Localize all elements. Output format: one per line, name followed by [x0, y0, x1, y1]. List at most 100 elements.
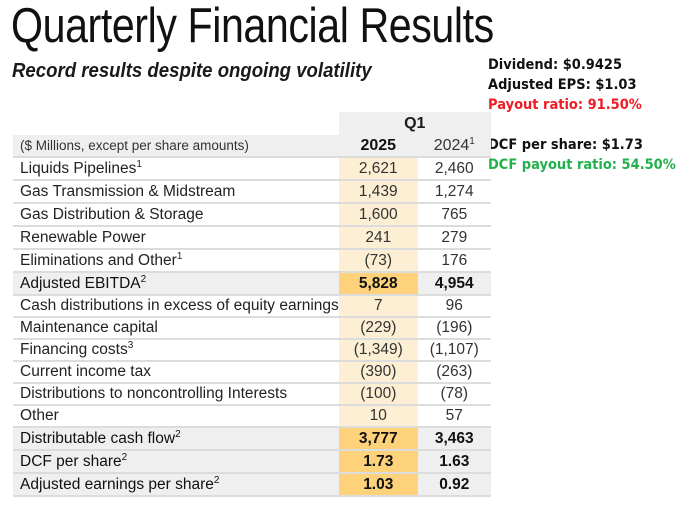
row-label-cell: Renewable Power [13, 226, 339, 250]
payout-ratio-note: Payout ratio: 91.50% [488, 97, 642, 113]
table-row: DCF per share2 1.73 1.63 [13, 450, 491, 474]
adjusted-eps-note: Adjusted EPS: $1.03 [488, 77, 637, 93]
row-label-cell: Gas Distribution & Storage [13, 203, 339, 227]
row-label: Gas Transmission & Midstream [20, 182, 236, 200]
row-label-cell: Distributable cash flow2 [13, 427, 339, 451]
value-2025: 5,828 [338, 272, 418, 296]
table-row: Distributions to noncontrolling Interest… [13, 383, 491, 406]
row-label: Maintenance capital [20, 319, 158, 336]
value-2024: 279 [417, 226, 491, 250]
period-header-spacer [13, 112, 339, 135]
dividend-note: Dividend: $0.9425 [488, 57, 623, 73]
value-2025: (229) [338, 317, 418, 340]
table-row: Other 10 57 [13, 405, 491, 428]
value-2025: 2,621 [338, 157, 418, 181]
page-title: Quarterly Financial Results [11, 0, 494, 53]
value-2025: 1,439 [338, 180, 418, 204]
value-2024: 3,463 [417, 427, 491, 451]
table-row: Liquids Pipelines1 2,621 2,460 [13, 157, 491, 181]
column-header-2025-label: 2025 [360, 136, 397, 154]
table-row: Renewable Power 241 279 [13, 226, 491, 250]
value-2025: (1,349) [338, 339, 418, 362]
row-label-cell: Gas Transmission & Midstream [13, 180, 339, 204]
page-subtitle: Record results despite ongoing volatilit… [12, 60, 372, 82]
value-2024: 2,460 [417, 157, 491, 181]
key-metrics-notes: Dividend: $0.9425 Adjusted EPS: $1.03 Pa… [488, 55, 687, 175]
value-2025: 3,777 [338, 427, 418, 451]
value-2024: (78) [417, 383, 491, 406]
footnote-marker: 2 [121, 451, 128, 463]
value-2024: 176 [417, 249, 491, 273]
value-2024: (196) [417, 317, 491, 340]
row-label: Other [20, 407, 59, 424]
value-2024: 1,274 [417, 180, 491, 204]
value-2025: 1,600 [338, 203, 418, 227]
value-2024: 0.92 [417, 473, 491, 497]
value-2025: (100) [338, 383, 418, 406]
row-label-cell: Liquids Pipelines1 [13, 157, 339, 181]
column-header-label: ($ Millions, except per share amounts) [13, 135, 339, 158]
footnote-marker: 1 [176, 250, 183, 262]
table-row: Gas Distribution & Storage 1,600 765 [13, 203, 491, 227]
row-label-cell: Maintenance capital [13, 317, 339, 340]
footnote-marker: 1 [469, 135, 475, 147]
row-label: Renewable Power [20, 228, 146, 246]
row-label-cell: Eliminations and Other1 [13, 249, 339, 273]
period-header-row: Q1 [13, 112, 491, 135]
footnote-marker: 1 [136, 158, 142, 170]
value-2024: 1.63 [417, 450, 491, 474]
row-label: Financing costs [20, 341, 128, 358]
row-label-cell: Cash distributions in excess of equity e… [13, 295, 339, 318]
table-row: Financing costs3 (1,349) (1,107) [13, 339, 491, 362]
row-label: Gas Distribution & Storage [20, 205, 204, 223]
dcf-payout-ratio-note: DCF payout ratio: 54.50% [488, 157, 676, 173]
column-header-2024: 20241 [417, 135, 491, 158]
period-header: Q1 [338, 112, 491, 135]
footnote-marker: 2 [140, 273, 147, 285]
value-2024: 4,954 [417, 272, 491, 296]
table-row: Adjusted EBITDA2 5,828 4,954 [13, 272, 491, 296]
row-label: Adjusted EBITDA [20, 274, 141, 292]
row-label-cell: Financing costs3 [13, 339, 339, 362]
column-header-2024-label: 2024 [433, 136, 470, 154]
notes-spacer [488, 115, 673, 135]
row-label-cell: DCF per share2 [13, 450, 339, 474]
column-header-2025: 2025 [338, 135, 418, 158]
row-label-cell: Adjusted earnings per share2 [13, 473, 339, 497]
value-2025: 1.73 [338, 450, 418, 474]
table-row: Maintenance capital (229) (196) [13, 317, 491, 340]
row-label-cell: Adjusted EBITDA2 [13, 272, 339, 296]
footnote-marker: 2 [175, 428, 181, 440]
row-label: Distributions to noncontrolling Interest… [20, 385, 288, 402]
value-2024: (263) [417, 361, 491, 384]
footnote-marker: 3 [127, 340, 134, 351]
value-2024: 765 [417, 203, 491, 227]
table-row: Gas Transmission & Midstream 1,439 1,274 [13, 180, 491, 204]
row-label: Eliminations and Other [20, 251, 177, 269]
table-row: Current income tax (390) (263) [13, 361, 491, 384]
row-label: Distributable cash flow [20, 429, 176, 447]
value-2025: 1.03 [338, 473, 418, 497]
value-2024: (1,107) [417, 339, 491, 362]
value-2025: 241 [338, 226, 418, 250]
value-2024: 96 [417, 295, 491, 318]
table-row: Eliminations and Other1 (73) 176 [13, 249, 491, 273]
financial-results-table: Q1 ($ Millions, except per share amounts… [13, 112, 491, 497]
value-2024: 57 [417, 405, 491, 428]
table-row: Distributable cash flow2 3,777 3,463 [13, 427, 491, 451]
footnote-marker: 2 [213, 474, 220, 486]
value-2025: 10 [338, 405, 418, 428]
row-label-cell: Distributions to noncontrolling Interest… [13, 383, 339, 406]
value-2025: (390) [338, 361, 418, 384]
row-label-cell: Current income tax [13, 361, 339, 384]
row-label: DCF per share [20, 452, 122, 470]
dcf-per-share-note: DCF per share: $1.73 [488, 137, 643, 153]
row-label: Adjusted earnings per share [20, 475, 214, 493]
value-2025: (73) [338, 249, 418, 273]
row-label: Current income tax [20, 363, 151, 380]
row-label: Cash distributions in excess of equity e… [20, 297, 339, 314]
value-2025: 7 [338, 295, 418, 318]
table-row: Adjusted earnings per share2 1.03 0.92 [13, 473, 491, 497]
column-header-row: ($ Millions, except per share amounts) 2… [13, 135, 491, 158]
